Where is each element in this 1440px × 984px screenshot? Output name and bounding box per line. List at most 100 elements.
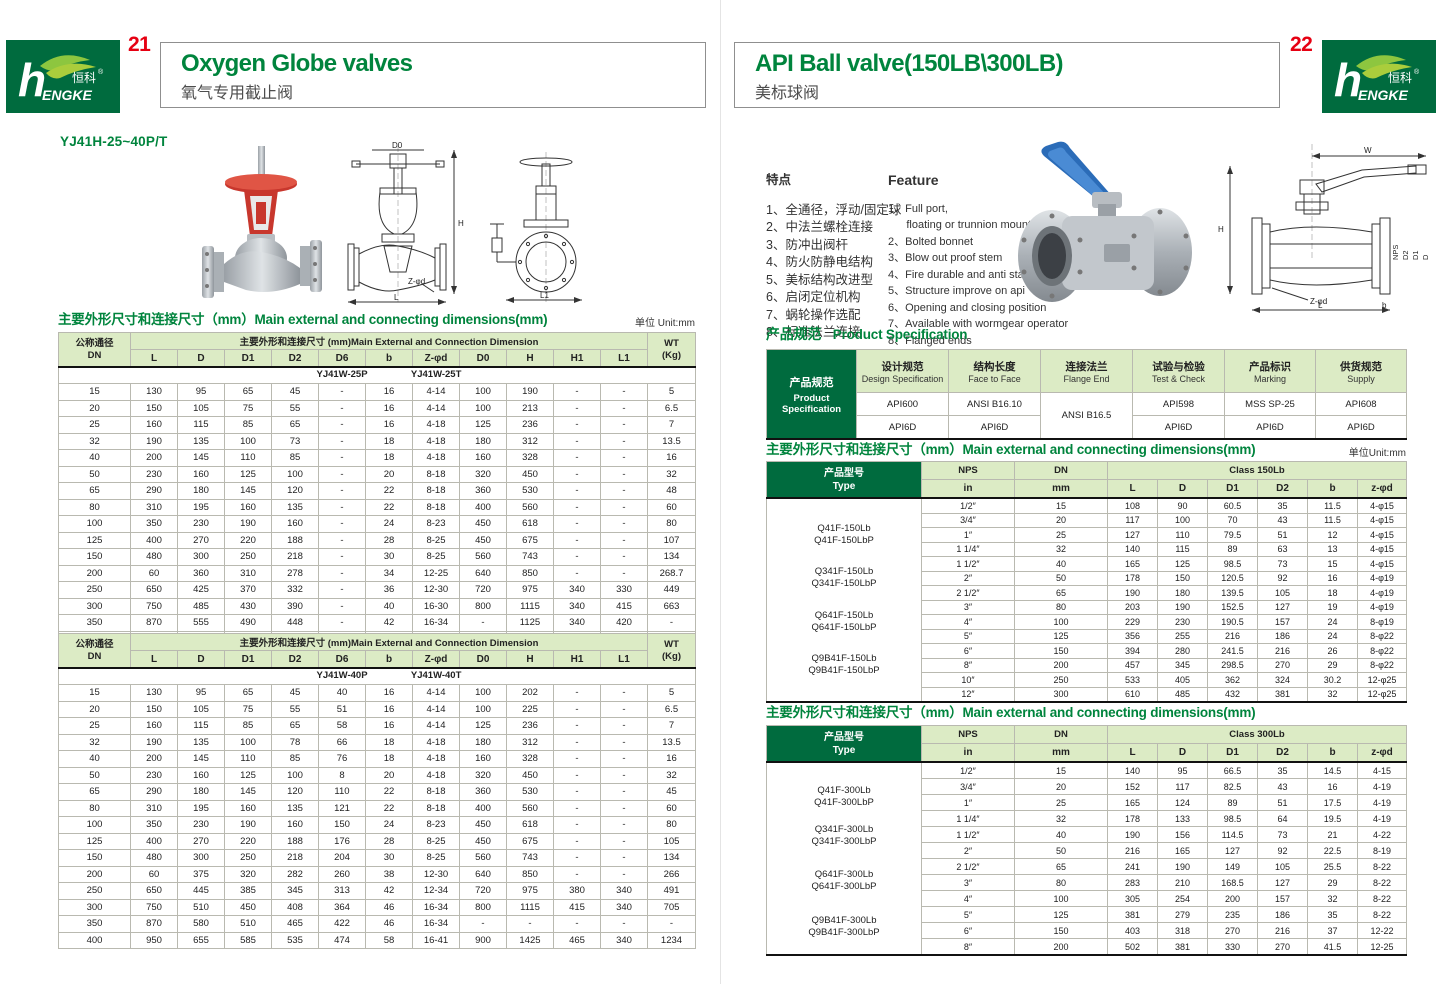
spec-row-header: 产品规范 Product Specification <box>766 349 857 440</box>
table-cell: 250 <box>224 548 272 566</box>
type-label: Q641F-300Lb Q641F-300LbP <box>811 869 877 893</box>
table-cell: 17.5 <box>1307 794 1358 811</box>
table-cell: 16-34 <box>412 614 460 632</box>
table-cell: 100 <box>1014 614 1108 630</box>
feature-item: 4、防火防静电结构 <box>766 255 873 269</box>
table-cell: 160 <box>177 465 225 483</box>
table-row: 40 200 145 110 85-18 4-18 160 328- -16 <box>58 449 696 467</box>
table-cell: 750 <box>130 898 178 916</box>
table-cell: 60 <box>130 865 178 883</box>
svg-text:D2: D2 <box>1401 250 1410 260</box>
table-row: 150 480 300 250 218-30 8-25 560 743- -134 <box>58 548 696 566</box>
table-cell: - <box>553 700 601 718</box>
table-cell: 65 <box>58 482 131 500</box>
table-cell: 16 <box>1307 570 1358 586</box>
table-cell: - <box>553 832 601 850</box>
table-cell: 8-22 <box>1356 858 1408 875</box>
table-cell: 502 <box>1107 938 1158 956</box>
table-cell: 450 <box>459 832 507 850</box>
table-cell: 100 <box>459 700 507 718</box>
table-cell: 375 <box>177 865 225 883</box>
table-cell: 560 <box>506 498 554 516</box>
table-cell: 32 <box>1307 686 1358 703</box>
table-cell: 110 <box>1157 527 1208 543</box>
table-cell: 190 <box>1107 585 1158 601</box>
table-cell: 8-25 <box>412 531 460 549</box>
table-row: 350 870 580 510 465 422 46 16-34- - - - - <box>58 915 696 933</box>
table-cell: 15 <box>58 684 131 702</box>
table-cell: - <box>553 783 601 801</box>
table-cell: 176 <box>318 832 366 850</box>
svg-text:®: ® <box>1414 68 1420 76</box>
table-cell: - <box>553 548 601 566</box>
table-cell: 12-φ25 <box>1356 686 1408 703</box>
table-cell: 21 <box>1307 826 1358 843</box>
table-cell: 425 <box>177 581 225 599</box>
table-cell: 125 <box>459 717 507 735</box>
table-cell: 115 <box>1157 541 1208 557</box>
table-cell: - <box>318 399 366 417</box>
table-cell: 1/2″ <box>921 497 1015 514</box>
table-cell: 22 <box>365 498 413 516</box>
table-cell: 3/4″ <box>921 512 1015 528</box>
svg-text:D: D <box>1421 254 1430 260</box>
table-cell: - <box>318 449 366 467</box>
table-cell: 13.5 <box>647 733 696 751</box>
table-cell: 279 <box>1157 906 1208 923</box>
table-cell: 510 <box>224 915 272 933</box>
table-cell: - <box>600 849 648 867</box>
table-cell: - <box>318 531 366 549</box>
table-cell: 12-25 <box>1356 938 1408 956</box>
table-cell: 200 <box>1207 890 1258 907</box>
table-cell: 150 <box>58 548 131 566</box>
table-cell: 408 <box>271 898 319 916</box>
table-row: Q41F-300Lb Q41F-300LbP Q341F-300Lb Q341F-30… <box>766 761 1408 956</box>
table-cell: 330 <box>600 581 648 599</box>
table-cell: 2 1/2″ <box>921 585 1015 601</box>
table-cell: 229 <box>1107 614 1158 630</box>
table-row: 350 870 555 490 448-42 16-34-1125 340 420- <box>58 614 696 632</box>
table-cell: 20 <box>365 465 413 483</box>
table-cell: 100 <box>224 733 272 751</box>
dimension-table-yj41w-25: 公称通径 DN 主要外形和连接尺寸 (mm)Main External and C… <box>58 332 696 648</box>
table-cell: 8-φ22 <box>1356 643 1408 659</box>
table-cell: 80 <box>647 816 696 834</box>
brand-logo-left: h 恒科 ® ENGKE <box>6 40 120 113</box>
table-cell: 190.5 <box>1207 614 1258 630</box>
table-cell: - <box>553 515 601 533</box>
table-cell: 58 <box>318 717 366 735</box>
table-cell: 241 <box>1107 858 1158 875</box>
globe-valve-drawing: H L D0 Z-φd <box>336 141 486 313</box>
table-cell: 190 <box>130 733 178 751</box>
type-label: Q341F-300Lb Q341F-300LbP <box>811 823 877 847</box>
table-cell: 16 <box>647 449 696 467</box>
table-cell: 300 <box>58 597 131 615</box>
table-cell: 165 <box>1157 842 1208 859</box>
table-cell: 610 <box>1107 686 1158 703</box>
table-cell: 105 <box>1257 585 1308 601</box>
svg-text:W: W <box>1364 146 1372 155</box>
table-cell: 16 <box>365 383 413 401</box>
table-row: 80 310 195 160 135-22 8-18 400 560- -60 <box>58 498 696 516</box>
table-cell: 340 <box>600 931 648 949</box>
table-cell: 800 <box>459 898 507 916</box>
table-cell: 16 <box>647 750 696 768</box>
table-cell: 100 <box>224 432 272 450</box>
table-cell: 236 <box>506 416 554 434</box>
table-cell: 350 <box>58 614 131 632</box>
table-cell: 32 <box>58 733 131 751</box>
table-cell: 160 <box>271 816 319 834</box>
page-subtitle-left: 氧气专用截止阀 <box>181 85 294 102</box>
table-cell: 250 <box>1014 672 1108 688</box>
section-title-150lb: 主要外形尺寸和连接尺寸（mm）Main external and connect… <box>766 442 1256 457</box>
table-cell: - <box>600 766 648 784</box>
table-cell: 235 <box>1207 906 1258 923</box>
features-cn-title: 特点 <box>766 173 792 187</box>
table-cell: 230 <box>130 766 178 784</box>
table-cell: 195 <box>177 799 225 817</box>
table-cell: 157 <box>1257 614 1308 630</box>
table-cell: 40 <box>58 449 131 467</box>
table-row: 5″ 125 381 279 235 186 35 8-22 <box>767 906 1408 923</box>
table-cell: 80 <box>58 498 131 516</box>
table-cell: 332 <box>271 581 319 599</box>
